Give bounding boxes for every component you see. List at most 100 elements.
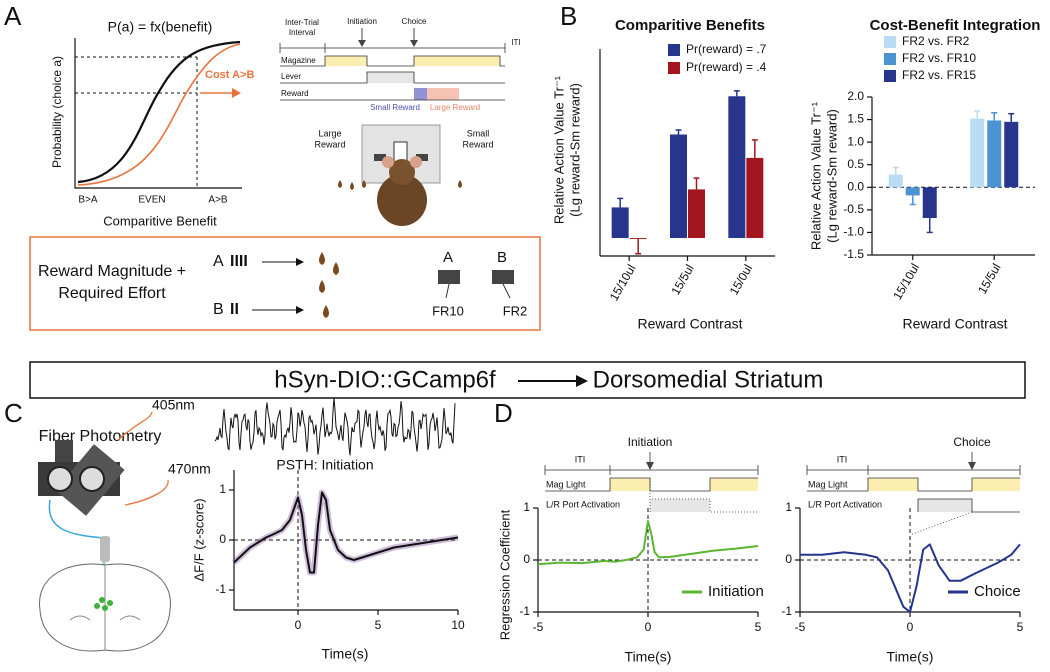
port-on xyxy=(918,499,972,512)
connector xyxy=(909,511,973,536)
x-tick-label: 15/5ul xyxy=(668,262,696,297)
y-label: Probability (choice a) xyxy=(50,56,64,168)
x-tick-label: 15/0ul xyxy=(727,262,755,297)
legend-swatch xyxy=(884,70,896,82)
legend-label: Pr(reward) = .4 xyxy=(686,60,767,74)
y-tick-label: 0.0 xyxy=(847,179,864,193)
lever-trace xyxy=(280,71,505,84)
magazine xyxy=(393,141,408,163)
cell xyxy=(99,597,105,603)
formula: P(a) = fx(benefit) xyxy=(108,19,213,35)
y-label: Regression Coefficient xyxy=(497,509,512,640)
event-arrow xyxy=(361,28,415,44)
bar xyxy=(629,238,647,239)
y-tick-label: 0.5 xyxy=(847,157,864,171)
x-tick-label: 15/5ul xyxy=(975,261,1003,296)
chart-title: Cost-Benefit Integration xyxy=(870,17,1041,34)
lever-ratio: FR2 xyxy=(503,303,528,318)
lever-name: B xyxy=(497,249,507,266)
ferrule xyxy=(100,536,110,562)
legend-swatch xyxy=(668,44,680,56)
row-label: Reward xyxy=(281,89,309,98)
fiber xyxy=(48,499,105,539)
mouse-body xyxy=(377,174,427,226)
chamber-illustration: Large Reward Small Reward xyxy=(314,124,494,226)
banner: hSyn-DIO::GCamp6f Dorsomedial Striatum xyxy=(29,361,1026,399)
y-tick-label: 1 xyxy=(523,500,530,514)
choice-curve-plot: P(a) = fx(benefit) Cost A>B Probability … xyxy=(50,19,254,229)
bar xyxy=(987,120,1002,188)
event-label: Initiation xyxy=(347,17,377,26)
timeline-axis xyxy=(806,452,1021,475)
x-label: Time(s) xyxy=(322,646,369,662)
box-title: Reward Magnitude + xyxy=(38,263,186,280)
trace xyxy=(537,520,759,566)
x-label: Time(s) xyxy=(887,649,934,665)
wavelength: 470nm xyxy=(168,461,211,477)
event-arrow-head xyxy=(646,462,654,470)
lever-name: A xyxy=(443,249,453,266)
mouse-head xyxy=(389,159,415,185)
trial-timeline: Inter-Trial Interval Initiation Choice I… xyxy=(279,17,521,112)
chamber-label: Reward xyxy=(462,139,493,149)
x-label: Comparitive Benefit xyxy=(103,213,217,228)
y-tick-label: 2.0 xyxy=(847,89,864,103)
legend-swatch xyxy=(884,53,896,65)
drops xyxy=(319,252,339,318)
y-tick-label: -1 xyxy=(519,604,530,618)
event-label: Choice xyxy=(402,17,427,26)
y-tick-label: -1 xyxy=(215,582,226,596)
row-label: L/R Port Activation xyxy=(808,499,882,509)
guide-lines xyxy=(75,56,198,188)
lever-on xyxy=(367,72,414,83)
event-label: Choice xyxy=(953,435,991,449)
effort-box: Reward Magnitude + Required Effort A III… xyxy=(29,236,541,331)
annotation: Cost A>B xyxy=(205,69,254,81)
lever-icon xyxy=(492,270,514,284)
y-tick-label: 1.0 xyxy=(847,134,864,148)
bar xyxy=(688,189,705,238)
port-trace xyxy=(917,498,1020,513)
port-trace xyxy=(649,478,758,513)
wavelength: 405nm xyxy=(152,397,195,413)
y-tick-label: 1.5 xyxy=(847,112,864,126)
legend-label: FR2 vs. FR2 xyxy=(902,34,970,48)
row-label: Mag Light xyxy=(546,479,586,489)
pointer xyxy=(445,283,511,299)
banner-frame xyxy=(29,361,1026,399)
row-label: L/R Port Activation xyxy=(546,499,620,509)
x-tick-label: 0 xyxy=(295,618,302,632)
magazine-on xyxy=(414,56,500,66)
y-tick-label: 0 xyxy=(219,532,226,546)
legend-swatch xyxy=(668,62,680,74)
box-frame xyxy=(29,236,541,331)
bar xyxy=(728,96,746,238)
device xyxy=(55,440,73,462)
trace-shade xyxy=(231,489,459,576)
y-tick-label: 0 xyxy=(785,552,792,566)
y-tick-label: 1 xyxy=(785,500,792,514)
x-tick-label: 15/10ul xyxy=(890,261,922,302)
lever-icon xyxy=(438,270,460,284)
timeline-label: ITI xyxy=(837,454,848,464)
legend-swatch xyxy=(884,36,896,48)
bar xyxy=(905,187,920,196)
x-tick-label: 5 xyxy=(1017,620,1024,634)
event-arrow-head xyxy=(968,462,976,470)
drops xyxy=(338,180,462,190)
bar xyxy=(611,207,629,238)
trace xyxy=(233,491,459,574)
magazine-on xyxy=(325,56,367,66)
y-label: (Lg reward-Sm reward) xyxy=(824,109,839,243)
x-category: EVEN xyxy=(138,195,165,206)
panel-letter: C xyxy=(4,398,23,428)
timeline-label: Inter-Trial xyxy=(285,18,319,27)
y-tick-label: -1 xyxy=(781,604,792,618)
y-tick-label: -1.0 xyxy=(843,225,864,239)
timeline-axis xyxy=(544,452,759,475)
x-label: Time(s) xyxy=(625,649,672,665)
option-effort: IIII xyxy=(230,253,248,270)
row-label: Mag Light xyxy=(808,479,848,489)
panel-letter: D xyxy=(494,398,513,428)
